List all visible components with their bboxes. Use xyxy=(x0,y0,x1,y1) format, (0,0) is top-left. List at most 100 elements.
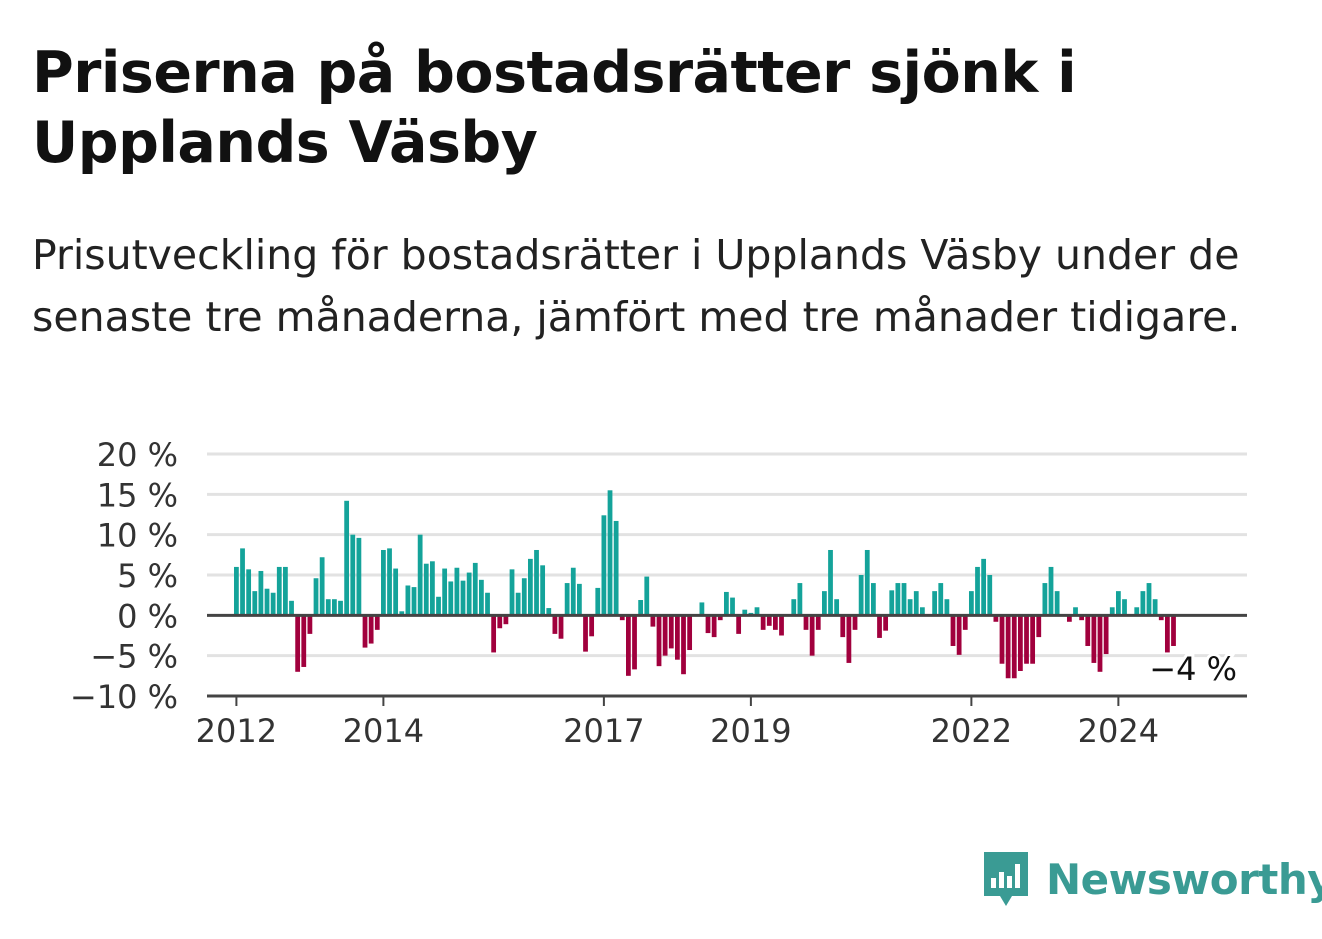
data-bar xyxy=(968,591,974,616)
data-bar xyxy=(766,615,772,626)
data-bar xyxy=(632,615,637,670)
data-bar xyxy=(760,615,766,630)
data-bar xyxy=(1024,615,1029,664)
data-bar xyxy=(534,549,539,616)
data-bar xyxy=(460,580,466,616)
data-bar xyxy=(828,549,833,616)
data-bar xyxy=(491,615,497,653)
data-bar xyxy=(454,567,460,616)
data-bar xyxy=(485,592,490,616)
data-bar xyxy=(252,591,258,616)
data-bar xyxy=(840,615,846,638)
x-tick-label: 2017 xyxy=(563,712,644,750)
data-bar xyxy=(1079,615,1085,621)
data-bar xyxy=(822,591,827,616)
data-bar xyxy=(1097,615,1103,672)
data-bar xyxy=(907,599,913,616)
y-tick-label: 0 % xyxy=(117,597,178,635)
data-bar xyxy=(344,500,350,616)
data-bar xyxy=(956,615,962,655)
data-bar xyxy=(736,615,742,634)
last-value-label: −4 % xyxy=(1149,650,1237,688)
data-bar xyxy=(436,596,441,616)
data-bar xyxy=(871,583,876,616)
data-bar xyxy=(381,549,386,616)
data-bar xyxy=(246,569,252,616)
data-bar xyxy=(558,615,564,639)
data-bar xyxy=(417,534,423,616)
data-bar xyxy=(368,615,374,644)
data-bar xyxy=(650,615,656,627)
data-bar xyxy=(638,600,644,616)
data-bar xyxy=(362,615,368,648)
data-bar xyxy=(430,561,435,616)
data-bar xyxy=(999,615,1005,664)
data-bar xyxy=(589,615,595,637)
data-bar xyxy=(754,607,760,616)
data-bar xyxy=(1134,607,1140,616)
data-bar xyxy=(1171,615,1176,646)
data-bar xyxy=(319,557,325,616)
x-tick-label: 2022 xyxy=(931,712,1012,750)
data-bar xyxy=(1042,583,1048,616)
data-bar xyxy=(901,583,907,616)
data-bar xyxy=(1158,615,1164,621)
data-bar xyxy=(864,549,870,616)
data-bar xyxy=(1073,607,1078,616)
data-bar xyxy=(1115,591,1121,616)
data-bar xyxy=(1146,583,1152,616)
x-tick-label: 2024 xyxy=(1078,712,1159,750)
data-bar xyxy=(521,578,527,616)
data-bar xyxy=(993,615,999,622)
data-bar xyxy=(1164,615,1170,653)
data-bar xyxy=(987,575,993,616)
data-bar xyxy=(497,615,503,629)
data-bar xyxy=(1085,615,1091,646)
data-bar xyxy=(264,588,270,616)
newsworthy-logo-text: Newsworthy xyxy=(1046,854,1322,904)
data-bar xyxy=(962,615,968,630)
data-bar xyxy=(307,615,313,634)
data-bar xyxy=(570,567,576,616)
x-tick-label: 2012 xyxy=(196,712,277,750)
data-bar xyxy=(889,590,895,616)
y-tick-label: 20 % xyxy=(97,436,178,474)
data-bar xyxy=(374,615,380,630)
newsworthy-logo-icon xyxy=(984,852,1028,906)
data-bar xyxy=(913,591,919,616)
data-bar xyxy=(583,615,588,652)
data-bar xyxy=(1036,615,1042,638)
data-bar xyxy=(895,583,901,616)
data-bar xyxy=(626,615,631,676)
data-bar xyxy=(607,490,613,616)
data-bar xyxy=(809,615,815,656)
y-tick-label: −10 % xyxy=(70,678,178,716)
x-tick-label: 2019 xyxy=(710,712,791,750)
data-bar xyxy=(675,615,680,660)
data-bar xyxy=(950,615,956,646)
data-bar xyxy=(411,587,417,616)
data-bar xyxy=(540,565,546,616)
data-bar xyxy=(332,599,337,616)
data-bar xyxy=(613,520,619,616)
data-bar xyxy=(448,581,454,616)
data-bar xyxy=(601,515,607,616)
data-bar xyxy=(325,599,331,616)
data-bar xyxy=(944,599,950,616)
chart-title: Priserna på bostadsrätter sjönk i Upplan… xyxy=(32,40,1077,176)
data-bar xyxy=(552,615,558,634)
data-bar xyxy=(834,599,840,616)
data-bar xyxy=(472,562,478,616)
chart-subtitle: Prisutveckling för bostadsrätter i Uppla… xyxy=(32,231,1241,341)
data-bar xyxy=(846,615,852,663)
data-bar xyxy=(515,592,521,616)
data-bar xyxy=(577,583,582,616)
data-bar xyxy=(1103,615,1109,655)
data-bar xyxy=(699,602,705,616)
data-bar xyxy=(301,615,307,667)
data-bar xyxy=(564,583,570,616)
data-bar xyxy=(797,583,803,616)
data-bar xyxy=(234,566,239,616)
data-bar xyxy=(387,548,392,616)
data-bar xyxy=(423,563,429,616)
